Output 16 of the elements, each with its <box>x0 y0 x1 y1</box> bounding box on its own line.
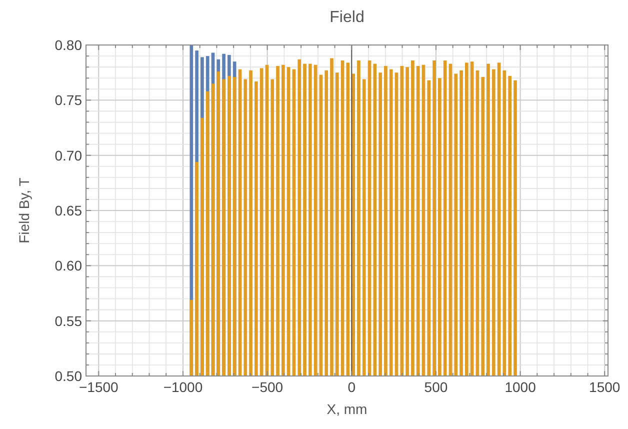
y-tick-label: 0.70 <box>54 147 82 164</box>
x-tick-label: 500 <box>424 379 448 395</box>
x-axis-title: X, mm <box>326 401 368 417</box>
y-tick-label: 0.60 <box>54 258 82 274</box>
x-tick-label: 1000 <box>504 379 536 395</box>
y-tick-label: 0.65 <box>54 202 82 218</box>
x-tick-label: −500 <box>252 379 284 395</box>
y-tick-label: 0.80 <box>54 37 82 53</box>
y-tick-label: 0.50 <box>54 368 82 384</box>
y-axis-title: Field By, T <box>16 177 32 244</box>
x-tick-label: 0 <box>348 379 356 395</box>
y-tick-label: 0.75 <box>54 92 82 108</box>
y-tick-label: 0.55 <box>54 312 82 329</box>
x-tick-label: 1500 <box>589 379 620 395</box>
chart-title: Field <box>330 9 364 26</box>
x-tick-label: −1000 <box>163 379 203 395</box>
